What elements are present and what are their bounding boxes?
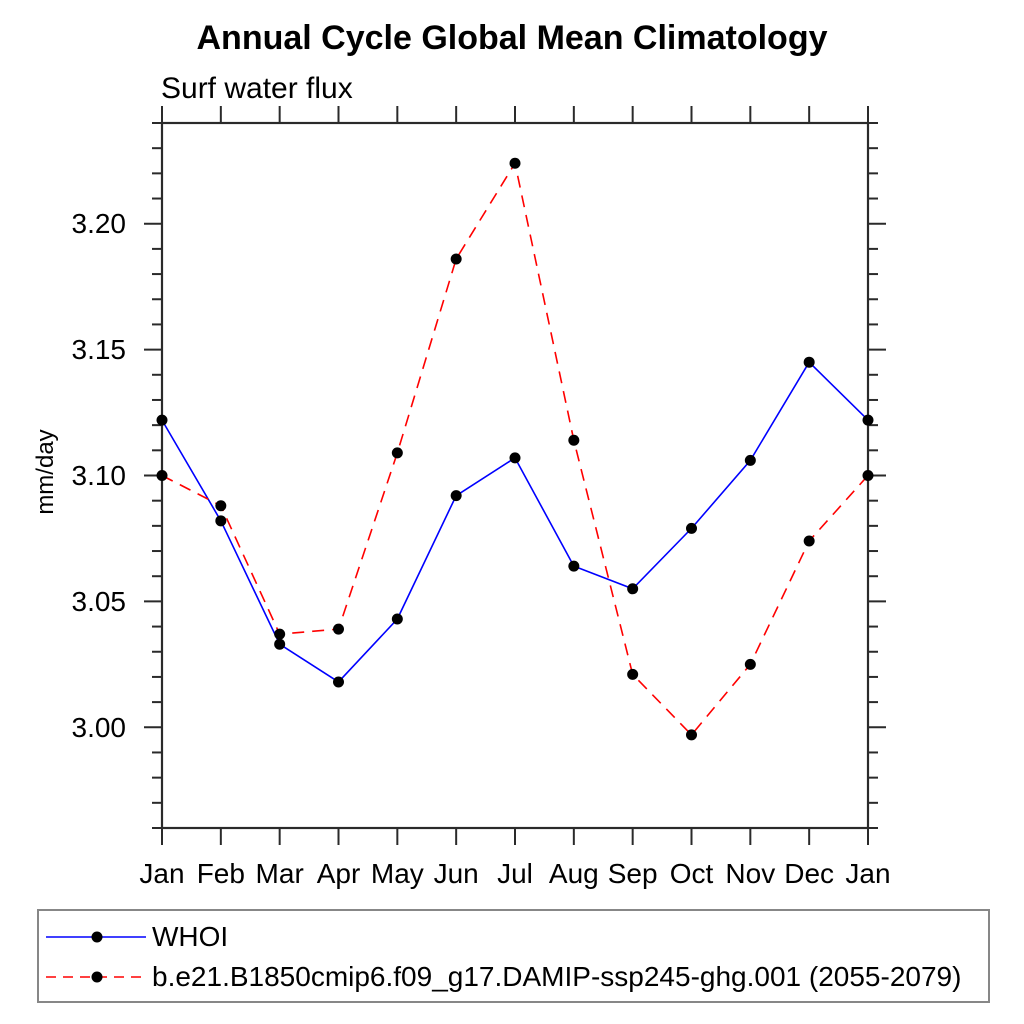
x-tick-label: May — [371, 858, 424, 889]
x-tick-label: Jan — [139, 858, 184, 889]
legend-label-whoi: WHOI — [152, 921, 229, 952]
data-point-series-1 — [803, 535, 815, 547]
data-point-series-1 — [450, 253, 462, 265]
data-point-series-1 — [509, 157, 521, 169]
y-tick-label: 3.00 — [72, 712, 127, 743]
data-point-series-0 — [803, 356, 815, 368]
data-point-series-1 — [333, 623, 344, 635]
legend-label-damip: b.e21.B1850cmip6.f09_g17.DAMIP-ssp245-gh… — [152, 961, 962, 992]
data-point-series-1 — [862, 470, 874, 481]
x-tick-label: Sep — [608, 858, 658, 889]
data-point-series-0 — [333, 676, 344, 688]
legend-swatch-damip — [46, 971, 146, 983]
data-point-series-1 — [627, 668, 639, 680]
x-tick-label: Aug — [549, 858, 599, 889]
chart-title: Annual Cycle Global Mean Climatology — [196, 19, 828, 57]
x-tick-label: Oct — [670, 858, 714, 889]
y-tick-label: 3.20 — [72, 208, 127, 239]
y-tick-label: 3.05 — [72, 586, 127, 617]
legend-marker-circle-icon — [91, 931, 103, 943]
data-point-series-1 — [391, 447, 403, 459]
data-point-series-1 — [686, 729, 697, 741]
data-point-series-0 — [686, 522, 697, 534]
data-point-series-0 — [274, 638, 286, 650]
data-point-series-1 — [568, 434, 580, 446]
x-tick-label: Mar — [256, 858, 304, 889]
x-tick-label: Dec — [784, 858, 834, 889]
chart-subtitle: Surf water flux — [161, 72, 353, 105]
data-point-series-1 — [156, 470, 168, 481]
x-tick-label: Jul — [497, 858, 533, 889]
legend-box: WHOI b.e21.B1850cmip6.f09_g17.DAMIP-ssp2… — [37, 909, 990, 1003]
x-tick-label: Jan — [845, 858, 890, 889]
y-tick-label: 3.15 — [72, 334, 127, 365]
x-tick-label: Apr — [317, 858, 361, 889]
x-tick-label: Feb — [197, 858, 245, 889]
data-point-series-0 — [391, 613, 403, 625]
data-point-series-0 — [509, 452, 521, 464]
x-tick-label: Nov — [725, 858, 775, 889]
data-point-series-1 — [215, 500, 227, 512]
data-point-series-0 — [156, 414, 168, 426]
data-point-series-0 — [568, 560, 580, 572]
data-point-series-0 — [215, 515, 227, 527]
data-point-series-1 — [274, 628, 286, 640]
legend-item-damip: b.e21.B1850cmip6.f09_g17.DAMIP-ssp245-gh… — [45, 961, 962, 992]
data-point-series-0 — [450, 490, 462, 502]
legend-item-whoi: WHOI — [45, 921, 229, 952]
plot-border — [160, 121, 870, 830]
legend-swatch-whoi — [46, 931, 146, 943]
legend-marker-circle-icon — [91, 971, 103, 983]
data-point-series-0 — [744, 454, 756, 466]
series-line-1 — [161, 161, 869, 737]
data-point-series-0 — [862, 414, 874, 426]
series-line-0 — [161, 360, 869, 683]
x-tick-label: Jun — [434, 858, 479, 889]
data-point-series-1 — [744, 658, 756, 670]
data-point-series-0 — [627, 583, 639, 595]
y-tick-label: 3.10 — [72, 460, 127, 491]
